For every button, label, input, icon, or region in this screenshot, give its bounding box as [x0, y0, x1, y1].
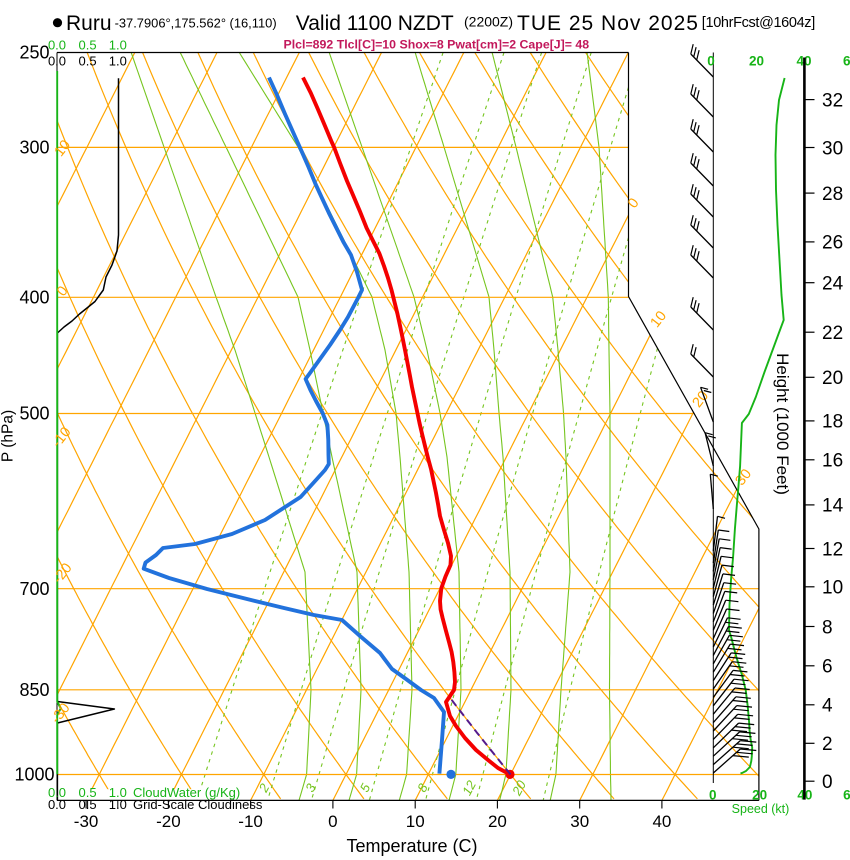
- svg-text:1.0: 1.0: [109, 38, 127, 53]
- svg-text:20: 20: [509, 777, 530, 798]
- svg-text:32: 32: [822, 90, 843, 111]
- svg-text:0: 0: [707, 54, 715, 69]
- svg-text:TUE 25 Nov 2025: TUE 25 Nov 2025: [517, 12, 699, 35]
- svg-text:22: 22: [822, 323, 843, 344]
- svg-text:10: 10: [822, 578, 843, 599]
- svg-text:Plcl=892 Tlcl[C]=10 Shox=8 Pwa: Plcl=892 Tlcl[C]=10 Shox=8 Pwat[cm]=2 Ca…: [284, 37, 590, 51]
- svg-text:CloudWater (g/Kg): CloudWater (g/Kg): [133, 785, 240, 800]
- svg-text:40: 40: [652, 812, 671, 831]
- svg-text:20: 20: [822, 368, 843, 389]
- svg-text:Speed (kt): Speed (kt): [732, 802, 790, 816]
- svg-text:16: 16: [822, 451, 843, 472]
- svg-text:30: 30: [570, 812, 589, 831]
- svg-text:20: 20: [749, 54, 764, 69]
- svg-text:28: 28: [822, 184, 843, 205]
- svg-text:-10: -10: [238, 812, 263, 831]
- svg-text:[10hrFcst@1604z]: [10hrFcst@1604z]: [702, 15, 815, 31]
- svg-text:850: 850: [19, 680, 49, 700]
- svg-text:P (hPa): P (hPa): [0, 410, 17, 462]
- svg-text:Temperature (C): Temperature (C): [346, 836, 477, 856]
- svg-text:0.0: 0.0: [48, 38, 66, 53]
- svg-text:14: 14: [822, 496, 844, 517]
- svg-text:0.0: 0.0: [48, 797, 66, 812]
- svg-text:0.0: 0.0: [48, 785, 66, 800]
- svg-text:26: 26: [822, 233, 843, 254]
- svg-text:1.0: 1.0: [109, 785, 127, 800]
- svg-text:0: 0: [709, 788, 717, 803]
- svg-text:-37.7906°,175.562° (16,110): -37.7906°,175.562° (16,110): [115, 15, 277, 30]
- svg-text:20: 20: [752, 788, 767, 803]
- svg-text:(2200Z): (2200Z): [464, 14, 513, 30]
- svg-text:20: 20: [488, 812, 507, 831]
- svg-text:-30: -30: [74, 812, 99, 831]
- svg-text:0.0: 0.0: [48, 54, 66, 69]
- svg-text:12: 12: [822, 539, 843, 560]
- svg-text:500: 500: [19, 404, 49, 424]
- svg-text:60: 60: [843, 788, 850, 803]
- svg-text:Height (1000 Feet): Height (1000 Feet): [773, 353, 792, 495]
- svg-text:0: 0: [328, 812, 337, 831]
- svg-text:30: 30: [822, 138, 843, 159]
- svg-text:6: 6: [822, 657, 833, 678]
- svg-text:10: 10: [406, 812, 425, 831]
- svg-text:0.5: 0.5: [79, 785, 97, 800]
- svg-text:0.5: 0.5: [79, 38, 97, 53]
- svg-text:10: 10: [52, 137, 75, 160]
- svg-text:Ruru: Ruru: [66, 12, 112, 35]
- svg-text:4: 4: [822, 696, 833, 717]
- svg-text:18: 18: [822, 412, 843, 433]
- svg-text:400: 400: [19, 288, 49, 308]
- svg-text:300: 300: [19, 138, 49, 158]
- svg-text:250: 250: [19, 43, 49, 63]
- svg-text:60: 60: [843, 54, 850, 69]
- svg-text:0: 0: [822, 772, 833, 793]
- svg-text:24: 24: [822, 274, 844, 295]
- svg-text:1000: 1000: [14, 765, 54, 785]
- svg-text:2: 2: [822, 734, 833, 755]
- svg-text:0.5: 0.5: [79, 54, 97, 69]
- svg-text:1.0: 1.0: [109, 54, 127, 69]
- svg-text:-20: -20: [156, 812, 181, 831]
- svg-text:Valid 1100 NZDT: Valid 1100 NZDT: [296, 12, 454, 35]
- svg-text:8: 8: [822, 617, 833, 638]
- svg-text:10: 10: [648, 308, 671, 331]
- svg-text:700: 700: [19, 579, 49, 599]
- svg-text:Grid-Scale Cloudiness: Grid-Scale Cloudiness: [133, 797, 263, 812]
